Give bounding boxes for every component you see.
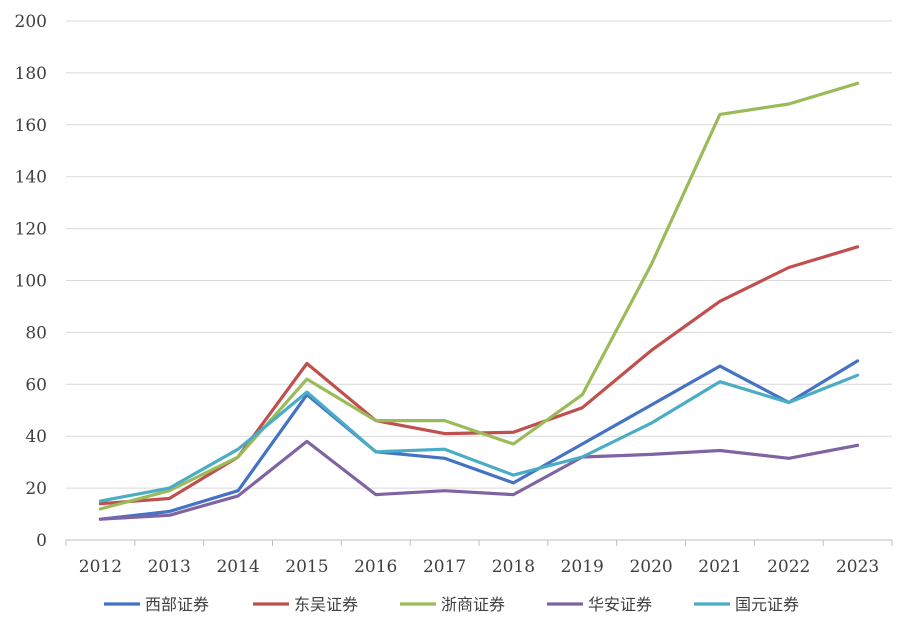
x-tick-label: 2015: [285, 557, 328, 577]
x-tick-label: 2014: [216, 557, 259, 577]
x-axis-tick-labels: 2012 2013 2014 2015 2016 2017 2018 2019 2020 2021…: [79, 557, 879, 577]
x-tick-label: 2012: [79, 557, 122, 577]
y-tick-label: 80: [25, 323, 47, 343]
x-tick-label: 2020: [629, 557, 672, 577]
legend-item: 浙商证券: [400, 595, 505, 614]
legend-item: 国元证券: [694, 595, 799, 614]
series-lines: [98, 81, 860, 521]
x-tick-label: 2023: [836, 557, 879, 577]
y-tick-label: 100: [15, 272, 47, 292]
y-tick-label: 140: [15, 168, 47, 188]
y-axis-tick-labels: 0 20 40 60 80 100 120 140 160 180 200: [15, 12, 47, 551]
x-tick-label: 2022: [767, 557, 810, 577]
x-tick-label: 2016: [354, 557, 397, 577]
series-line-2: [98, 81, 860, 511]
y-tick-label: 120: [15, 220, 47, 240]
series-line-0: [98, 359, 860, 521]
legend-label: 东吴证券: [294, 595, 358, 614]
legend-label: 国元证券: [735, 595, 799, 614]
x-tick-label: 2021: [698, 557, 741, 577]
x-tick-label: 2013: [148, 557, 191, 577]
legend-item: 华安证券: [547, 595, 652, 614]
legend-item: 东吴证券: [253, 595, 358, 614]
series-line-1: [98, 245, 860, 506]
legend-label: 浙商证券: [441, 595, 505, 614]
y-tick-label: 20: [25, 479, 47, 499]
y-tick-label: 200: [15, 12, 47, 32]
legend-label: 西部证券: [145, 595, 209, 614]
y-tick-label: 160: [15, 116, 47, 136]
y-tick-label: 180: [15, 64, 47, 84]
x-tick-label: 2017: [423, 557, 466, 577]
legend-label: 华安证券: [588, 595, 652, 614]
legend: 西部证券 东吴证券 浙商证券 华安证券 国元证券: [104, 595, 799, 614]
series-line-4: [98, 373, 860, 503]
y-tick-label: 40: [25, 427, 47, 447]
x-tick-label: 2018: [492, 557, 535, 577]
x-tick-label: 2019: [561, 557, 604, 577]
x-axis: [65, 539, 893, 546]
y-tick-label: 60: [25, 375, 47, 395]
legend-item: 西部证券: [104, 595, 209, 614]
gridlines: [66, 20, 892, 489]
y-tick-label: 0: [36, 531, 47, 551]
series-line-3: [98, 439, 860, 521]
